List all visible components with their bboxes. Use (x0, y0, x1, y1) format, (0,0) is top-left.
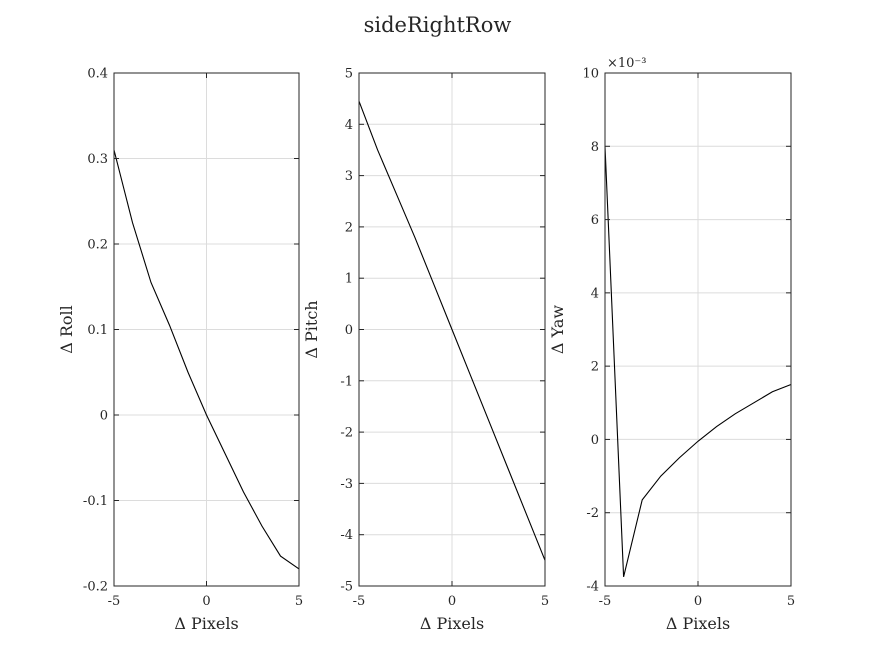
y-tick-label-6: 6 (591, 213, 599, 228)
x-tick-label-5: 5 (541, 594, 549, 609)
y-tick-label-0-3: 0.3 (87, 152, 108, 167)
y-tick-label-4: -4 (340, 528, 353, 543)
y-tick-label-5: 5 (345, 67, 353, 82)
y-tick-label-0: 0 (345, 323, 353, 338)
y-exponent-label: ×10⁻³ (607, 56, 647, 71)
y-axis-label: Δ Pitch (302, 300, 321, 358)
y-tick-label-0: 0 (100, 409, 108, 424)
y-tick-label-2: -2 (340, 426, 353, 441)
y-tick-label-3: -3 (340, 477, 353, 492)
y-tick-label-2: 2 (345, 220, 353, 235)
x-tick-label-5: -5 (599, 594, 612, 609)
series-line-1 (604, 146, 792, 577)
figure-title: sideRightRow (364, 13, 512, 37)
y-tick-label-10: 10 (582, 67, 599, 82)
x-axis-label: Δ Pixels (174, 614, 238, 633)
x-tick-label-0: 0 (202, 594, 210, 609)
y-tick-label-0-4: 0.4 (87, 67, 108, 82)
y-tick-label-2: -2 (586, 506, 599, 521)
x-tick-label-0: 0 (448, 594, 456, 609)
x-tick-label-5: 5 (295, 594, 303, 609)
y-axis-label: Δ Roll (57, 305, 76, 354)
y-tick-label-0-2: 0.2 (87, 238, 108, 253)
y-tick-label-0-1: -0.1 (83, 494, 108, 509)
y-tick-label-3: 3 (345, 169, 353, 184)
y-tick-label-5: -5 (340, 580, 353, 595)
x-tick-label-5: -5 (353, 594, 366, 609)
x-tick-label-0: 0 (694, 594, 702, 609)
y-tick-label-0: 0 (591, 433, 599, 448)
subplot-3: -5 0 5 -4 -2 0 2 4 6 8 10 ×10⁻³ Δ Pixels Δ Yaw (548, 56, 795, 633)
y-tick-label-1: 1 (345, 272, 353, 287)
y-tick-label-4: 4 (591, 286, 599, 301)
y-tick-label-1: -1 (340, 374, 353, 389)
y-axis-label: Δ Yaw (548, 305, 567, 355)
x-axis-label: Δ Pixels (666, 614, 730, 633)
y-tick-label-0-2: -0.2 (83, 580, 108, 595)
y-tick-label-8: 8 (591, 140, 599, 155)
x-axis-label: Δ Pixels (420, 614, 484, 633)
series-line-1 (358, 101, 546, 561)
x-tick-label-5: -5 (108, 594, 121, 609)
subplot-2: -5 0 5 -5 -4 -3 -2 -1 0 1 2 3 4 5 Δ Pixels Δ Pitch (302, 67, 549, 634)
y-tick-label-4: -4 (586, 580, 599, 595)
subplot-1: -5 0 5 -0.2 -0.1 0 0.1 0.2 0.3 0.4 Δ Pixels Δ Roll (57, 67, 303, 634)
x-tick-label-5: 5 (787, 594, 795, 609)
y-tick-label-0-1: 0.1 (87, 323, 108, 338)
y-tick-label-2: 2 (591, 360, 599, 375)
series-line-1 (113, 149, 300, 570)
y-tick-label-4: 4 (345, 118, 353, 133)
